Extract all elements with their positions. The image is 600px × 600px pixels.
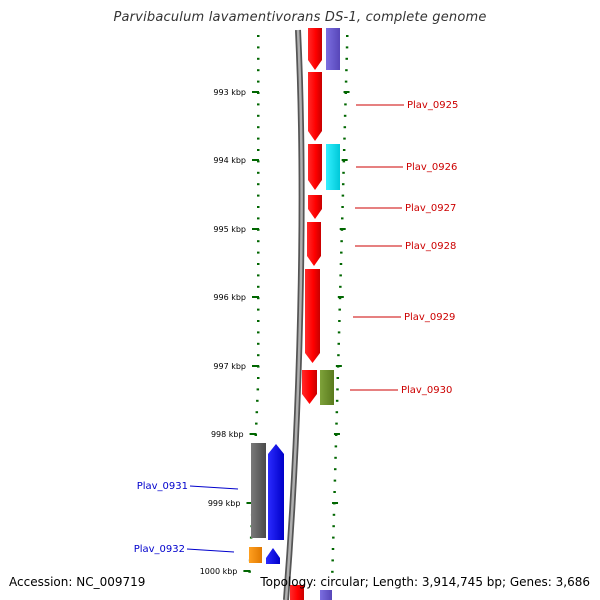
- feature-box-cyan: [326, 144, 340, 190]
- ruler-layer: 993 kbp 994 kbp 995 kbp 996 kbp 997 kbp 998 k…: [200, 35, 350, 576]
- gene-arrow-plav-0931: [268, 444, 284, 540]
- gene-arrow-plav-0925: [308, 72, 322, 141]
- gene-label: Plav_0929: [404, 312, 455, 323]
- ruler-tick-label: 1000 kbp: [200, 567, 238, 576]
- gene-arrow-plav-0926: [308, 144, 322, 190]
- ruler-tick-label: 999 kbp: [208, 499, 241, 508]
- gene-arrow-plav-0929: [305, 269, 320, 363]
- ruler-tick-label: 995 kbp: [213, 225, 246, 234]
- gene-label: Plav_0925: [407, 100, 458, 111]
- gene-arrow: [308, 28, 322, 70]
- labels-layer: Plav_0925 Plav_0926 Plav_0927 Plav_0928 Plav…: [134, 100, 459, 555]
- feature-box-gray: [251, 443, 266, 538]
- feature-box-olive: [320, 370, 334, 405]
- ruler-tick-label: 996 kbp: [213, 293, 246, 302]
- gene-arrow-plav-0930: [302, 370, 317, 404]
- gene-label: Plav_0932: [134, 544, 185, 555]
- map-title: Parvibaculum lavamentivorans DS-1, compl…: [113, 10, 487, 25]
- feature-box-purple: [326, 28, 340, 70]
- gene-label: Plav_0928: [405, 241, 456, 252]
- gene-arrow-plav-0927: [308, 195, 322, 219]
- accession-text: Accession: NC_009719: [9, 575, 146, 589]
- ruler-tick-label: 997 kbp: [213, 362, 246, 371]
- ruler-tick-label: 993 kbp: [213, 88, 246, 97]
- features-layer: [249, 28, 340, 600]
- ruler-tick-label: 994 kbp: [213, 156, 246, 165]
- genome-backbone-highlight: [284, 29, 303, 600]
- gene-label-leader: [189, 485, 239, 490]
- gene-label-leader: [186, 548, 235, 553]
- gene-label: Plav_0931: [137, 481, 188, 492]
- gene-label: Plav_0927: [405, 203, 456, 214]
- feature-box-orange: [249, 547, 262, 563]
- feature-box-purple: [320, 590, 332, 600]
- genome-summary-text: Topology: circular; Length: 3,914,745 bp…: [260, 575, 590, 589]
- backbone-layer: [283, 29, 305, 600]
- ruler-tick-label: 998 kbp: [211, 430, 244, 439]
- gene-arrow: [290, 585, 304, 600]
- gene-arrow-plav-0928: [307, 222, 321, 266]
- gene-arrow-plav-0932: [266, 548, 280, 564]
- gene-label: Plav_0930: [401, 385, 452, 396]
- gene-label: Plav_0926: [406, 162, 457, 173]
